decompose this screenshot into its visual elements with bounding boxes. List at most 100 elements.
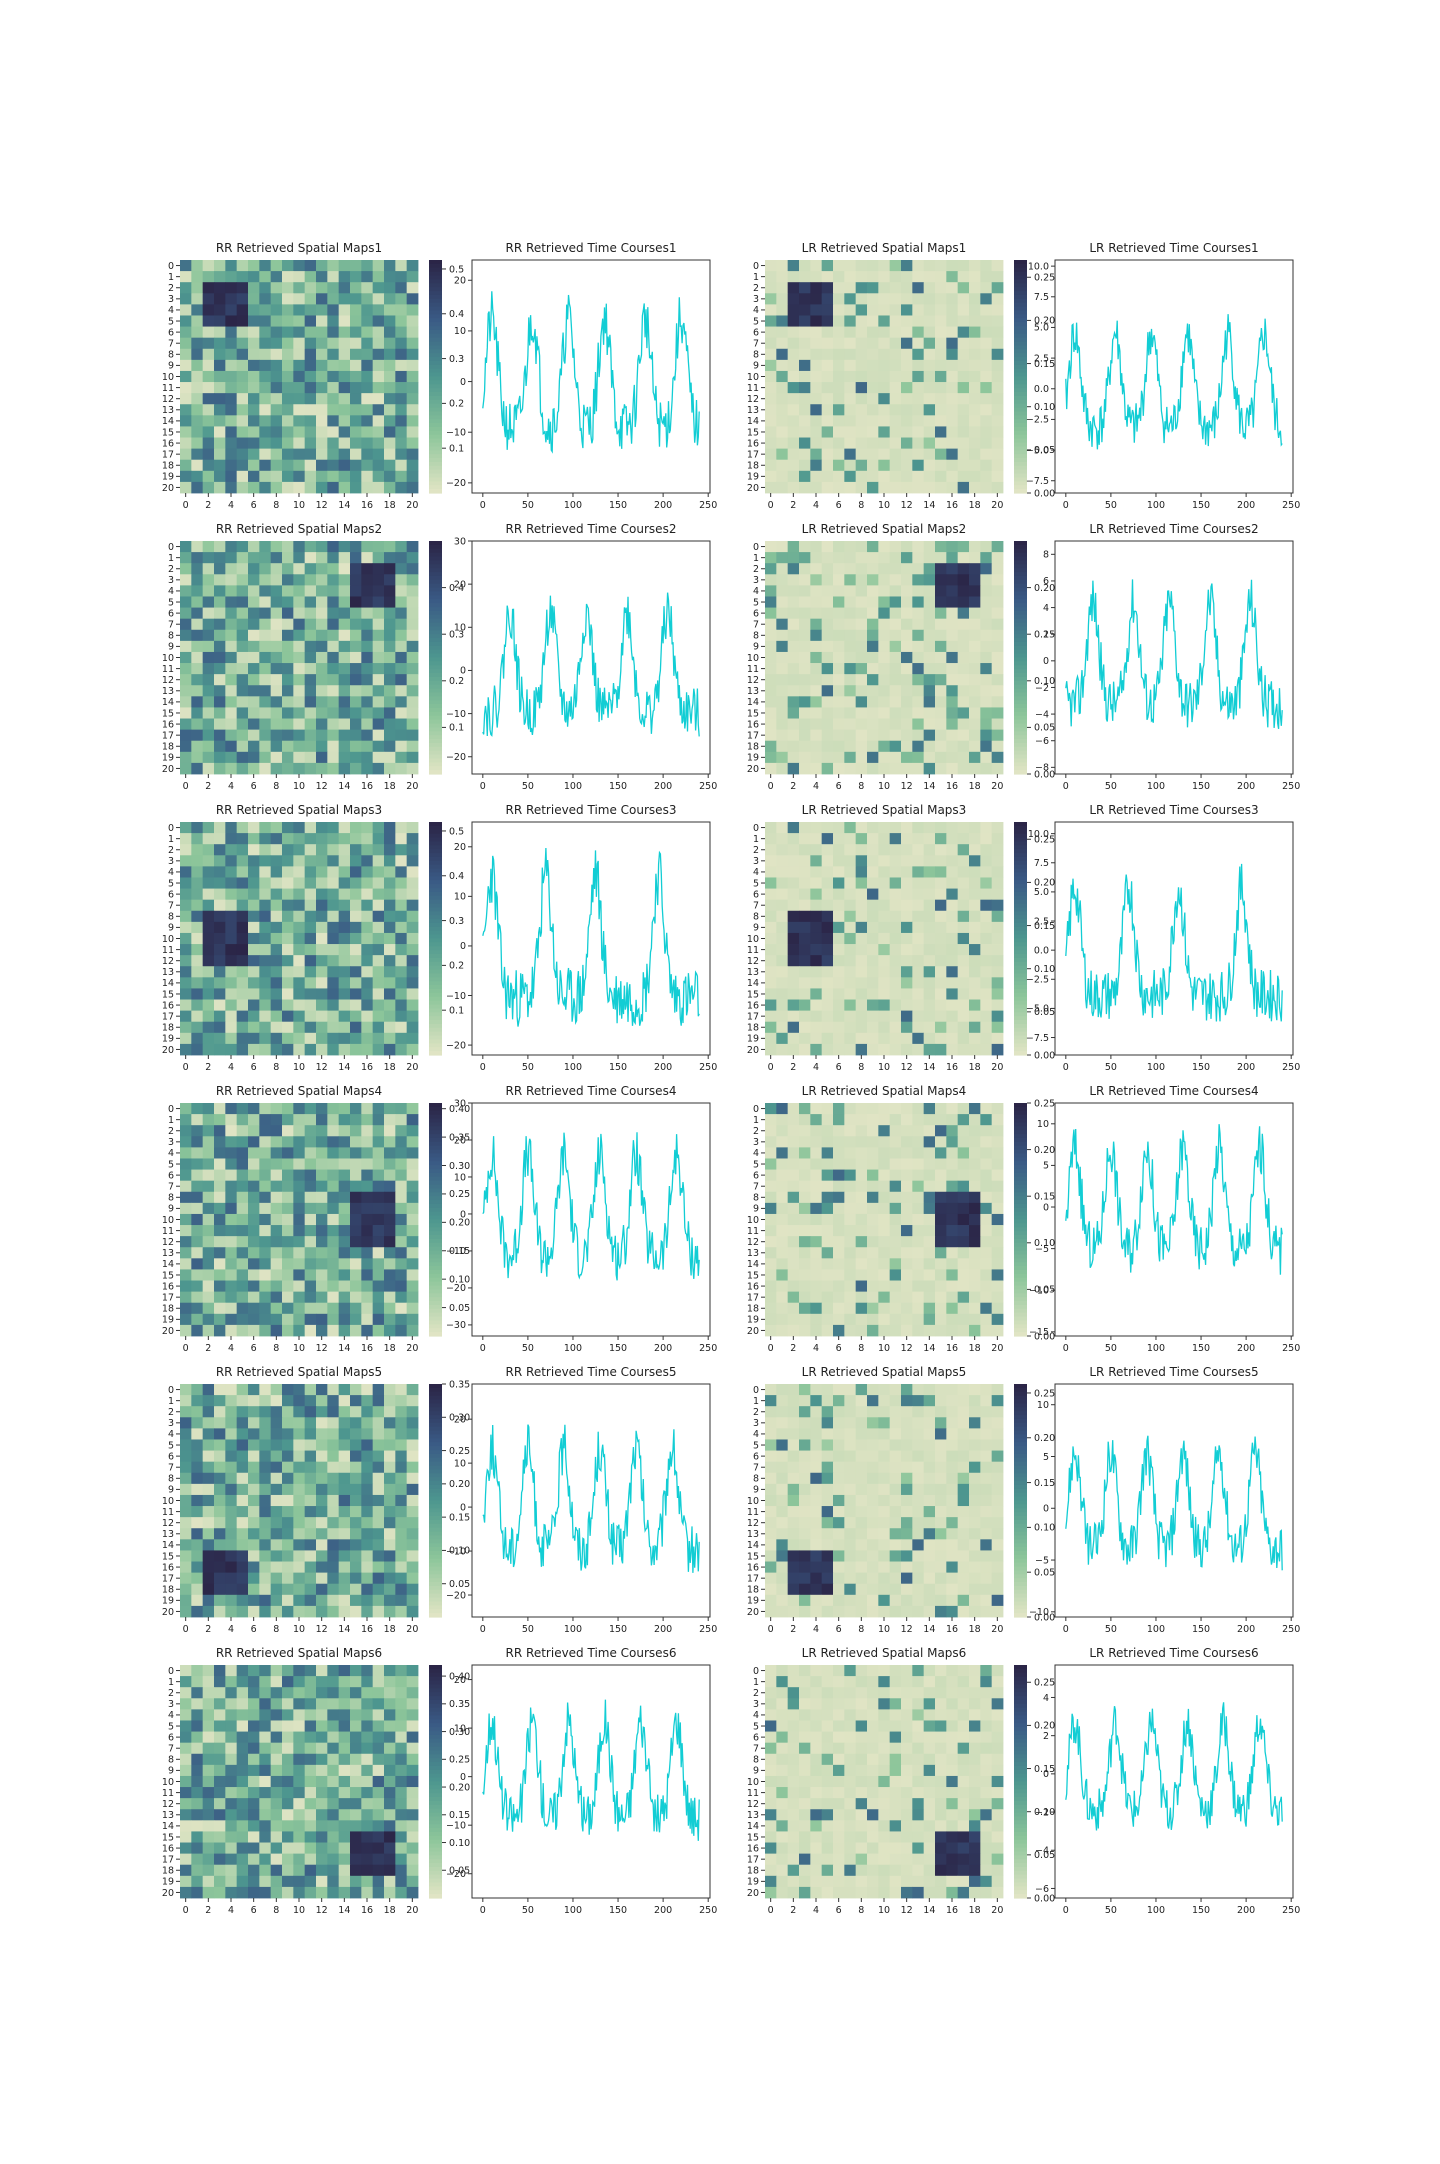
heatmap-cell [799, 1181, 811, 1193]
heatmap-cell [776, 327, 788, 339]
heatmap-cell [776, 271, 788, 283]
heatmap-cell [867, 360, 879, 372]
x-tick-label: 250 [699, 1343, 717, 1354]
heatmap-cell [373, 260, 385, 272]
heatmap-cell [361, 1258, 373, 1270]
heatmap-cell [890, 955, 902, 967]
heatmap-cells [180, 822, 418, 1055]
colorbar-step [429, 1103, 442, 1107]
heatmap-cell [765, 471, 777, 483]
heatmap-cell [180, 415, 192, 427]
heatmap-cell [810, 271, 822, 283]
heatmap-cell [384, 393, 396, 405]
colorbar-step [1014, 665, 1027, 669]
heatmap-cell [327, 696, 339, 708]
heatmap-cell [958, 1125, 970, 1137]
heatmap-cell [980, 382, 992, 394]
heatmap-cell [282, 752, 294, 764]
heatmap-cell [214, 596, 226, 608]
heatmap-cell [282, 1325, 294, 1337]
colorbar-step [429, 658, 442, 662]
heatmap-cell [856, 1258, 868, 1270]
heatmap-cell [384, 1136, 396, 1148]
heatmap-cell [305, 1103, 317, 1115]
y-tick-label: 4 [168, 1148, 174, 1159]
heatmap-cell [316, 763, 328, 775]
heatmap-cell [890, 663, 902, 675]
heatmap-cell [316, 641, 328, 653]
heatmap-cell [327, 338, 339, 350]
heatmap-cell [350, 460, 362, 472]
heatmap-cell [339, 304, 351, 316]
heatmap-cell [259, 619, 271, 631]
heatmap-cell [373, 574, 385, 586]
heatmap-cell [361, 1292, 373, 1304]
colorbar-step [1014, 849, 1027, 853]
heatmap-cell [350, 1114, 362, 1126]
heatmap-cell [316, 315, 328, 327]
heatmap-cell [844, 900, 856, 912]
heatmap-cell [214, 1395, 226, 1407]
heatmap-cell [361, 282, 373, 294]
heatmap-cell [373, 393, 385, 405]
heatmap-cell [350, 563, 362, 575]
heatmap-cell [225, 438, 237, 450]
heatmap-cell [237, 1325, 249, 1337]
heatmap-cell [958, 1000, 970, 1012]
heatmap-cell [350, 315, 362, 327]
heatmap-cell [776, 415, 788, 427]
heatmap-cell [361, 1203, 373, 1215]
heatmap-cell [350, 922, 362, 934]
y-tick-label: 16 [747, 719, 759, 730]
heatmap-cell [214, 833, 226, 845]
colorbar-step [429, 970, 442, 974]
heatmap-cell [293, 641, 305, 653]
heatmap-cell [969, 1033, 981, 1045]
heatmap-cell [350, 596, 362, 608]
heatmap-cell [924, 360, 936, 372]
heatmap-cell [969, 596, 981, 608]
heatmap-cell [833, 563, 845, 575]
heatmap-cell [191, 977, 203, 989]
heatmap-cell [901, 833, 913, 845]
colorbar-step [429, 939, 442, 943]
heatmap-cell [316, 608, 328, 620]
heatmap-cell [407, 833, 419, 845]
heatmap-cell [237, 1147, 249, 1159]
heatmap-cell [799, 438, 811, 450]
x-tick-label: 8 [858, 781, 864, 792]
colorbar-tick-label: 0.10 [1034, 402, 1055, 413]
heatmap-cell [856, 619, 868, 631]
heatmap-cell [901, 315, 913, 327]
heatmap-cell [282, 889, 294, 901]
heatmap-cell [361, 449, 373, 461]
heatmap-cell [395, 1281, 407, 1293]
heatmap-cell [867, 663, 879, 675]
heatmap-cell [282, 1203, 294, 1215]
heatmap-cell [203, 1395, 215, 1407]
heatmap-cell [878, 855, 890, 867]
heatmap-cell [271, 730, 283, 742]
y-tick-label: −30 [446, 1320, 466, 1331]
heatmap-cell [339, 1395, 351, 1407]
colorbar-step [429, 443, 442, 447]
heatmap-cell [259, 574, 271, 586]
y-tick-label: −2 [1035, 683, 1049, 694]
heatmap-cell [833, 1225, 845, 1237]
heatmap-cell [203, 1033, 215, 1045]
heatmap-cell [384, 933, 396, 945]
heatmap-cell [350, 271, 362, 283]
x-tick-label: 2 [790, 1343, 796, 1354]
heatmap-cell [225, 1225, 237, 1237]
heatmap-cell [293, 1406, 305, 1418]
heatmap-cell [259, 844, 271, 856]
heatmap-cell [901, 438, 913, 450]
heatmap-cell [180, 382, 192, 394]
heatmap-cell [844, 1325, 856, 1337]
heatmap-cell [316, 360, 328, 372]
heatmap-cell [765, 889, 777, 901]
heatmap-cell [350, 282, 362, 294]
heatmap-cell [305, 293, 317, 305]
heatmap-cell [878, 1044, 890, 1056]
heatmap-cell [958, 482, 970, 494]
